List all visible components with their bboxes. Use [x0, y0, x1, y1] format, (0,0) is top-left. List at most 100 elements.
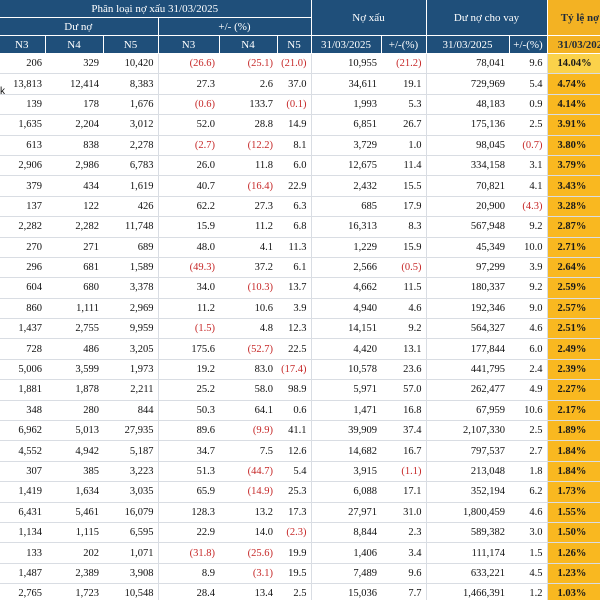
cell-cho-vay-pct: 0.9 — [509, 94, 548, 116]
cell-pct-n4: (25.6) — [219, 542, 277, 564]
cell-du-no-cho-vay: 45,349 — [426, 237, 509, 258]
cell-cho-vay-pct: 2.7 — [509, 440, 548, 462]
cell-du-no-n3: 2,765 — [0, 583, 45, 600]
col-header-no-xau-pct: +/-(%) — [381, 35, 427, 54]
table-row: 6,962 5,013 27,935 89.6 (9.9) 41.1 39,909 37.4 2… — [0, 420, 600, 442]
cell-du-no-n3: 6,431 — [0, 502, 45, 523]
cell-du-no-n5: 27,935 — [103, 420, 159, 442]
cell-du-no-cho-vay: 729,969 — [426, 73, 509, 95]
cell-du-no-n5: 3,012 — [103, 114, 159, 136]
cell-cho-vay-pct: 4.1 — [509, 175, 548, 197]
cell-du-no-cho-vay: 2,107,330 — [426, 420, 509, 442]
cell-ty-le-no: 2.87% — [547, 216, 600, 238]
cell-no-xau: 34,611 — [311, 73, 381, 95]
cell-du-no-n5: 9,959 — [103, 318, 159, 340]
cell-du-no-cho-vay: 78,041 — [426, 53, 509, 75]
cell-cho-vay-pct: 4.6 — [509, 318, 548, 340]
header-du-no: Dư nợ — [0, 17, 159, 36]
cell-ty-le-no: 1.84% — [547, 461, 600, 483]
col-header-ratio-date: 31/03/202 — [547, 35, 600, 54]
cell-no-xau: 1,471 — [311, 400, 381, 422]
cell-no-xau: 4,420 — [311, 338, 381, 360]
cell-pct-n3: 65.9 — [158, 481, 219, 503]
cell-pct-n5: 41.1 — [277, 420, 312, 442]
cell-pct-n5: 25.3 — [277, 481, 312, 503]
cell-pct-n5: 0.6 — [277, 400, 312, 422]
table-row: 1,134 1,115 6,595 22.9 14.0 (2.3) 8,844 2.3 589,… — [0, 522, 600, 544]
cell-no-xau-pct: (21.2) — [381, 53, 427, 75]
cell-pct-n5: 19.9 — [277, 542, 312, 564]
cell-pct-n5: 2.5 — [277, 583, 312, 600]
cell-pct-n4: (44.7) — [219, 461, 277, 483]
cell-du-no-n5: 6,595 — [103, 522, 159, 544]
cell-pct-n4: 27.3 — [219, 196, 277, 218]
cell-no-xau-pct: 57.0 — [381, 379, 427, 401]
cell-pct-n4: 11.8 — [219, 155, 277, 177]
cell-du-no-n4: 5,013 — [45, 420, 103, 442]
cell-du-no-n4: 1,723 — [45, 583, 103, 600]
cell-ty-le-no: 14.04% — [547, 53, 600, 75]
header-phan-loai-no-xau: Phân loại nợ xấu 31/03/2025 — [0, 0, 312, 18]
cell-pct-n3: 8.9 — [158, 563, 219, 585]
cell-cho-vay-pct: (0.7) — [509, 135, 548, 156]
cell-cho-vay-pct: 9.2 — [509, 216, 548, 238]
cell-du-no-cho-vay: 567,948 — [426, 216, 509, 238]
cell-du-no-n5: 844 — [103, 400, 159, 422]
cell-du-no-n3: 137 — [0, 196, 45, 218]
cell-pct-n5: 6.1 — [277, 257, 312, 279]
cell-no-xau: 1,229 — [311, 237, 381, 258]
cell-cho-vay-pct: 2.4 — [509, 359, 548, 381]
cell-du-no-n4: 1,634 — [45, 481, 103, 503]
table-row: 4,552 4,942 5,187 34.7 7.5 12.6 14,682 16.7 797,… — [0, 440, 600, 462]
cell-pct-n4: 4.8 — [219, 318, 277, 340]
cell-du-no-n4: 680 — [45, 277, 103, 299]
cell-pct-n4: 11.2 — [219, 216, 277, 238]
cell-pct-n4: 10.6 — [219, 298, 277, 320]
cell-du-no-n3: 379 — [0, 175, 45, 197]
cell-ty-le-no: 2.71% — [547, 237, 600, 258]
cell-no-xau-pct: (1.1) — [381, 461, 427, 483]
cell-no-xau-pct: 13.1 — [381, 338, 427, 360]
cell-pct-n5: 12.6 — [277, 440, 312, 462]
cell-du-no-n5: 3,035 — [103, 481, 159, 503]
cell-du-no-n4: 2,282 — [45, 216, 103, 238]
cell-du-no-cho-vay: 1,466,391 — [426, 583, 509, 600]
cell-ty-le-no: 1.73% — [547, 481, 600, 503]
cell-ty-le-no: 3.79% — [547, 155, 600, 177]
cell-du-no-n4: 329 — [45, 53, 103, 75]
cell-du-no-n5: 1,676 — [103, 94, 159, 116]
cell-ty-le-no: 1.89% — [547, 420, 600, 442]
cell-du-no-n3: 206 — [0, 53, 45, 75]
cell-pct-n5: 6.0 — [277, 155, 312, 177]
cell-pct-n3: 27.3 — [158, 73, 219, 95]
cell-ty-le-no: 2.17% — [547, 400, 600, 422]
cell-du-no-n4: 280 — [45, 400, 103, 422]
cell-du-no-n3: 6,962 — [0, 420, 45, 442]
cell-du-no-n3: 1,419 — [0, 481, 45, 503]
header-du-no-cho-vay: Dư nợ cho vay — [426, 0, 548, 36]
cell-du-no-cho-vay: 98,045 — [426, 135, 509, 156]
cell-no-xau: 16,313 — [311, 216, 381, 238]
cell-du-no-n5: 1,973 — [103, 359, 159, 381]
cell-du-no-cho-vay: 67,959 — [426, 400, 509, 422]
cell-du-no-n4: 271 — [45, 237, 103, 258]
cell-cho-vay-pct: 9.2 — [509, 277, 548, 299]
cell-du-no-cho-vay: 48,183 — [426, 94, 509, 116]
table-row: 1,487 2,389 3,908 8.9 (3.1) 19.5 7,489 9.6 633,2… — [0, 563, 600, 585]
cell-du-no-cho-vay: 111,174 — [426, 542, 509, 564]
cell-no-xau: 14,682 — [311, 440, 381, 462]
table-row: 139 178 1,676 (0.6) 133.7 (0.1) 1,993 5.3 48,183… — [0, 94, 600, 116]
cell-du-no-n4: 2,389 — [45, 563, 103, 585]
cell-pct-n5: 14.9 — [277, 114, 312, 136]
cell-pct-n3: 34.0 — [158, 277, 219, 299]
cell-pct-n3: 22.9 — [158, 522, 219, 544]
cell-no-xau-pct: 26.7 — [381, 114, 427, 136]
cell-pct-n4: (16.4) — [219, 175, 277, 197]
cell-cho-vay-pct: 2.5 — [509, 420, 548, 442]
cell-du-no-n4: 486 — [45, 338, 103, 360]
cell-no-xau-pct: 4.6 — [381, 298, 427, 320]
cell-pct-n5: 22.5 — [277, 338, 312, 360]
table-row: 604 680 3,378 34.0 (10.3) 13.7 4,662 11.5 180,33… — [0, 277, 600, 299]
cell-no-xau: 10,578 — [311, 359, 381, 381]
cell-du-no-cho-vay: 589,382 — [426, 522, 509, 544]
